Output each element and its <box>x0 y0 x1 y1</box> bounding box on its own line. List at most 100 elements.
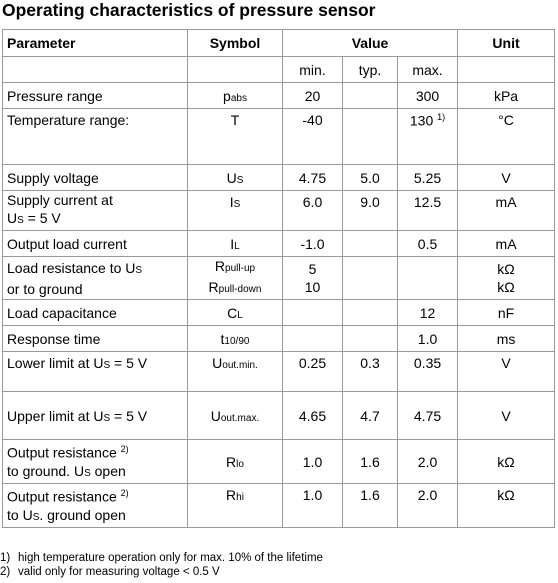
typ-cell <box>342 230 398 257</box>
unit-cell: nF <box>457 299 556 326</box>
table-row: Output load current IL -1.0 0.5 mA <box>2 230 556 257</box>
footnotes: 1) high temperature operation only for ma… <box>0 551 323 579</box>
typ-cell <box>342 256 398 300</box>
symbol-cell: T <box>187 108 283 165</box>
footnote: 2) valid only for measuring voltage < 0.5… <box>0 566 220 578</box>
symbol-cell: Uout.max. <box>187 391 283 440</box>
subheader-max: max. <box>396 56 459 83</box>
table-row: Output resistance 2) to US. ground open … <box>2 483 556 528</box>
max-cell: 2.0 <box>396 483 459 528</box>
typ-cell: 1.6 <box>342 439 398 484</box>
subheader-typ: typ. <box>342 56 398 83</box>
symbol-cell: US <box>187 164 283 191</box>
min-cell: 1.0 <box>282 439 343 484</box>
footnote: 1) high temperature operation only for ma… <box>0 552 323 564</box>
symbol-cell: t10/90 <box>187 325 283 352</box>
min-cell: 0.25 <box>282 351 343 392</box>
symbol-cell: Rhi <box>187 483 283 528</box>
typ-cell <box>342 299 398 326</box>
header-parameter: Parameter <box>2 29 188 57</box>
unit-cell: kΩ <box>457 483 556 528</box>
table-row: Output resistance 2) to ground. US open … <box>2 439 556 484</box>
parameter-cell: Supply voltage <box>2 164 188 191</box>
unit-cell: kΩ <box>457 439 556 484</box>
parameter-cell: Output resistance 2) to ground. US open <box>2 439 188 484</box>
parameter-cell: Output resistance 2) to US. ground open <box>2 483 188 528</box>
table-row: Load capacitance CL 12 nF <box>2 299 556 326</box>
max-cell: 2.0 <box>396 439 459 484</box>
footnote-ref: 1) <box>437 112 446 122</box>
parameter-cell: Supply current at US = 5 V <box>2 190 188 231</box>
subheader-empty <box>187 56 283 83</box>
max-cell: 4.75 <box>396 391 459 440</box>
table-row: Load resistance to US or to ground Rpull… <box>2 256 556 300</box>
header-value: Value <box>281 29 459 57</box>
symbol-cell: Rlo <box>187 439 283 484</box>
typ-cell: 9.0 <box>342 190 398 231</box>
header-unit: Unit <box>457 29 556 57</box>
min-cell: 4.75 <box>282 164 343 191</box>
symbol-cell: pabs <box>187 82 283 109</box>
typ-cell: 4.7 <box>342 391 398 440</box>
min-cell: 5 10 <box>282 256 343 300</box>
max-cell: 1.0 <box>396 325 459 352</box>
max-cell: 5.25 <box>396 164 459 191</box>
min-cell: 6.0 <box>282 190 343 231</box>
table-title: Operating characteristics of pressure se… <box>2 0 376 20</box>
subheader-row: min. typ. max. <box>2 56 556 83</box>
typ-cell <box>342 82 398 109</box>
min-cell: -40 <box>282 108 343 165</box>
table-row: Temperature range: T -40 130 1) °C <box>2 108 556 165</box>
max-cell: 0.35 <box>396 351 459 392</box>
header-row: Parameter Symbol Value Unit <box>2 29 556 57</box>
unit-cell: ms <box>457 325 556 352</box>
unit-cell: kPa <box>457 82 556 109</box>
symbol-cell: CL <box>187 299 283 326</box>
table-row: Upper limit at US = 5 V Uout.max. 4.65 4… <box>2 391 556 440</box>
parameter-cell: Response time <box>2 325 188 352</box>
parameter-cell: Lower limit at US = 5 V <box>2 351 188 392</box>
table-row: Pressure range pabs 20 300 kPa <box>2 82 556 109</box>
max-cell: 130 1) <box>396 108 459 165</box>
symbol-cell: IS <box>187 190 283 231</box>
unit-cell: V <box>457 164 556 191</box>
parameter-cell: Output load current <box>2 230 188 257</box>
min-cell: 4.65 <box>282 391 343 440</box>
unit-cell: mA <box>457 230 556 257</box>
table-row: Response time t10/90 1.0 ms <box>2 325 556 352</box>
parameter-cell: Load capacitance <box>2 299 188 326</box>
subheader-min: min. <box>282 56 343 83</box>
max-cell: 12.5 <box>396 190 459 231</box>
symbol-cell: Uout.min. <box>187 351 283 392</box>
unit-cell: °C <box>457 108 556 165</box>
min-cell <box>282 299 343 326</box>
parameter-cell: Upper limit at US = 5 V <box>2 391 188 440</box>
typ-cell <box>342 108 398 165</box>
unit-cell: V <box>457 351 556 392</box>
footnote-ref: 2) <box>120 488 129 499</box>
unit-cell: V <box>457 391 556 440</box>
table-row: Lower limit at US = 5 V Uout.min. 0.25 0… <box>2 351 556 392</box>
max-cell: 0.5 <box>396 230 459 257</box>
table-row: Supply current at US = 5 V IS 6.0 9.0 12… <box>2 190 556 231</box>
min-cell: 1.0 <box>282 483 343 528</box>
typ-cell: 1.6 <box>342 483 398 528</box>
parameter-cell: Temperature range: <box>2 108 188 165</box>
header-symbol: Symbol <box>187 29 283 57</box>
min-cell: 20 <box>282 82 343 109</box>
typ-cell <box>342 325 398 352</box>
max-cell: 12 <box>396 299 459 326</box>
typ-cell: 5.0 <box>342 164 398 191</box>
symbol-cell: Rpull-up Rpull-down <box>187 256 283 300</box>
characteristics-table: Parameter Symbol Value Unit min. typ. ma… <box>2 29 556 528</box>
min-cell: -1.0 <box>282 230 343 257</box>
unit-cell: kΩ kΩ <box>457 256 556 300</box>
max-cell <box>396 256 459 300</box>
parameter-cell: Pressure range <box>2 82 188 109</box>
unit-cell: mA <box>457 190 556 231</box>
max-cell: 300 <box>396 82 459 109</box>
footnote-ref: 2) <box>120 444 129 455</box>
symbol-cell: IL <box>187 230 283 257</box>
typ-cell: 0.3 <box>342 351 398 392</box>
subheader-empty <box>457 56 556 83</box>
